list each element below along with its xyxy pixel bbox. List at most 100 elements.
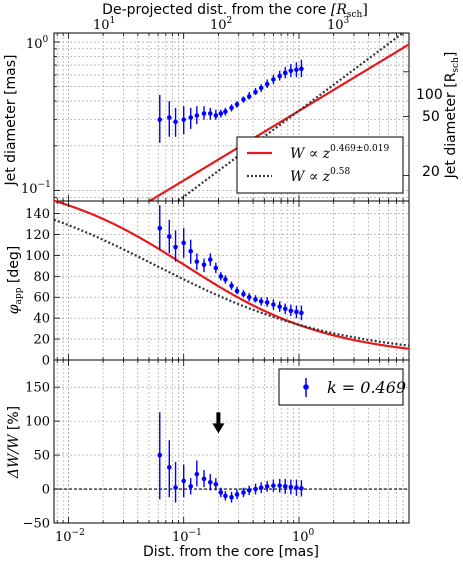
opening-angle-panel-frame: [53, 200, 410, 361]
y-tick-label: 40: [33, 312, 50, 327]
opening-angle-panel-grid: [54, 201, 409, 360]
data-point: [213, 481, 219, 487]
residual-y-tick-labels: −50 0 50 100 150: [23, 381, 50, 532]
y-tick-label-1: 100: [26, 35, 49, 52]
data-point: [246, 488, 252, 493]
data-point: [294, 67, 299, 73]
data-point: [223, 109, 228, 114]
data-point: [218, 490, 224, 495]
data-point: [271, 77, 276, 82]
data-point: [194, 113, 200, 118]
residual-arrow-annotation: [212, 412, 225, 434]
y-tick-label: 140: [25, 207, 50, 222]
opening-angle-y-tick-labels: 0 20 40 60 80 100 120 140: [25, 207, 50, 368]
residual-panel-ticks: [54, 360, 404, 524]
data-point: [173, 244, 178, 250]
data-point: [241, 490, 246, 495]
data-point: [207, 111, 213, 116]
residual-legend-box: [278, 368, 404, 406]
data-point: [264, 300, 270, 305]
data-point: [294, 309, 299, 315]
residual-legend-label: k = 0.469: [327, 378, 406, 397]
data-point: [288, 484, 294, 490]
data-point: [264, 484, 270, 489]
data-point: [229, 494, 234, 500]
residual-legend: k = 0.469: [278, 368, 406, 406]
data-point: [223, 493, 228, 499]
top-x-tick-label-100: 102: [210, 16, 232, 33]
dotted-angle-curve: [53, 218, 410, 347]
top-x-tick-label-1000: 103: [327, 16, 350, 33]
data-point: [234, 288, 240, 294]
data-point: [218, 274, 224, 279]
y-tick-label: 0: [42, 483, 50, 498]
y-tick-label: 60: [33, 291, 50, 306]
residual-panel: −50 0 50 100 150 ΔW/W [%] k = 0.469 10−2 10−…: [6, 359, 410, 560]
data-point: [288, 308, 294, 314]
x-tick-label-0.1: 10−1: [172, 528, 202, 545]
data-point: [277, 483, 282, 488]
data-point: [157, 117, 163, 122]
diameter-y-axis-label: Jet diameter [mas]: [3, 54, 19, 186]
data-point: [253, 297, 258, 302]
data-point: [282, 306, 288, 312]
residual-y-axis-label: ΔW/W [%]: [6, 406, 22, 479]
data-point: [201, 476, 207, 482]
data-point: [299, 486, 304, 491]
data-point: [223, 277, 228, 282]
y-tick-label: 80: [33, 270, 50, 285]
data-point: [277, 304, 282, 309]
x-tick-label-0.01: 10−2: [55, 528, 85, 545]
data-point: [188, 115, 193, 120]
data-point: [201, 262, 207, 268]
data-point: [157, 225, 163, 231]
opening-angle-panel-points: [157, 205, 304, 321]
opening-angle-panel-curves: [53, 199, 410, 350]
diameter-panel-points: [157, 59, 304, 143]
data-point: [258, 485, 264, 490]
data-point: [234, 102, 240, 107]
top-x-axis-label: De-projected dist. from the core [Rsch]: [102, 2, 368, 20]
data-point: [234, 492, 240, 497]
residual-panel-grid: [54, 360, 409, 523]
right-y-tick-label-50: 50: [422, 109, 440, 125]
data-point: [188, 248, 193, 254]
arrow-head: [212, 423, 225, 434]
y-tick-label: 0: [42, 354, 50, 369]
data-point: [271, 302, 276, 307]
x-axis-label: Dist. from the core [mas]: [143, 544, 319, 560]
data-point: [229, 105, 234, 111]
data-point: [166, 115, 172, 120]
data-point: [207, 257, 213, 262]
data-point: [299, 310, 304, 316]
top-x-tick-label-10: 101: [93, 16, 115, 33]
diameter-right-y-axis-label: Jet diameter [Rsch]: [443, 52, 461, 180]
opening-angle-panel: 0 20 40 60 80 100 120 140 φapp [deg]: [6, 199, 410, 369]
data-point: [271, 483, 276, 488]
data-point: [213, 113, 219, 118]
data-point: [194, 471, 200, 477]
opening-angle-y-axis-label: φapp [deg]: [6, 246, 24, 314]
data-point: [246, 294, 252, 300]
opening-angle-panel-ticks: [54, 201, 404, 361]
legend-dotted-line-label: W ∝ z0.58: [290, 167, 350, 185]
data-point: [294, 485, 299, 490]
data-point: [253, 486, 258, 492]
data-point: [207, 479, 213, 485]
data-point: [258, 85, 264, 91]
data-point: [181, 478, 186, 484]
y-tick-label-0.1: 10−1: [21, 180, 51, 197]
diameter-panel-curves: [149, 31, 410, 202]
y-tick-label: 120: [25, 228, 50, 243]
data-point: [288, 68, 294, 74]
data-point: [241, 97, 246, 102]
legend-solid-line-label: W ∝ z0.469±0.019: [290, 144, 389, 162]
diameter-legend: W ∝ z0.469±0.019 W ∝ z0.58: [236, 136, 404, 194]
data-point: [181, 240, 186, 246]
y-tick-label: 100: [25, 415, 50, 430]
y-tick-label: 100: [25, 249, 50, 264]
data-point: [277, 73, 282, 79]
y-tick-label: 20: [33, 333, 50, 348]
data-point: [194, 259, 200, 264]
